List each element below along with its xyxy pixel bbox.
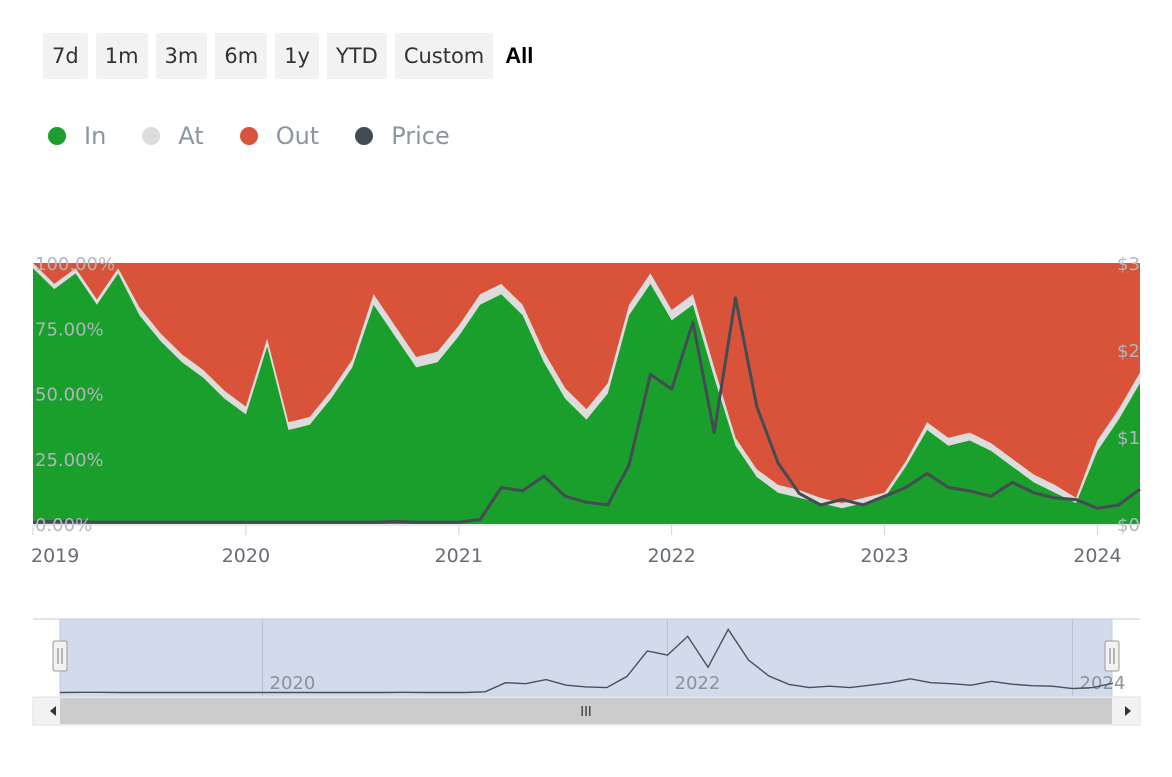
price-tick-label: $2 [1117,341,1140,362]
legend-dot-icon [48,127,66,145]
scrollbar-thumb[interactable] [60,698,1112,724]
range-button-6m[interactable]: 6m [215,33,268,79]
range-button-1y[interactable]: 1y [275,33,319,79]
navigator-selection[interactable] [59,618,1113,698]
x-tick-label: 2021 [435,545,483,567]
price-tick-label: $1 [1117,428,1140,449]
arrow-right-icon[interactable] [1125,706,1131,716]
range-navigator: 2020 2022 2024 III [32,618,1141,726]
navigator-label: 2022 [675,673,721,694]
legend-item-out[interactable]: Out [239,122,320,150]
navigator-scrollbar[interactable]: III [32,696,1141,726]
x-tick-label: 2019 [31,545,79,567]
arrow-left-icon[interactable] [50,706,56,716]
x-axis: 2019 2020 2021 2022 2023 2024 [31,524,1140,567]
range-selector: 7d 1m 3m 6m 1y YTD Custom All [43,33,537,79]
scrollbar-grip-icon: III [580,705,592,720]
x-tick-label: 2020 [222,545,270,567]
navigator-series [59,628,1114,694]
range-button-ytd[interactable]: YTD [326,33,387,79]
x-tick-label: 2024 [1073,545,1121,567]
y-axis-right: $0$1$2$3 [1117,254,1140,536]
price-line [32,296,1141,524]
navigator-handle-right[interactable] [1104,640,1120,672]
navigator-label: 2020 [270,673,316,694]
legend-item-in[interactable]: In [48,122,106,150]
navigator-handle-left[interactable] [52,640,68,672]
legend-item-price[interactable]: Price [355,122,450,150]
navigator-label: 2024 [1080,673,1126,694]
chart-legend: In At Out Price [48,122,450,150]
in-area [33,268,1140,524]
legend-dot-icon [239,127,258,145]
range-button-1m[interactable]: 1m [95,33,148,79]
legend-dot-icon [355,127,374,145]
main-plot [33,263,1140,524]
y-tick-label: 100.00% [35,254,115,275]
legend-label: At [178,122,204,150]
legend-label: Price [391,122,450,150]
price-series [32,296,1141,524]
price-tick-label: $3 [1117,254,1140,275]
y-tick-label: 50.00% [35,385,104,406]
range-button-7d[interactable]: 7d [43,33,88,79]
y-axis-left: 0.00%25.00%50.00%75.00%100.00% [35,254,115,536]
x-tick-label: 2022 [647,545,695,567]
legend-item-at[interactable]: At [142,122,204,150]
y-tick-label: 25.00% [35,450,104,471]
x-tick-label: 2023 [860,545,908,567]
legend-label: In [84,122,107,150]
range-button-custom[interactable]: Custom [394,33,494,79]
legend-dot-icon [142,127,161,145]
y-tick-label: 75.00% [35,319,104,340]
range-button-3m[interactable]: 3m [155,33,208,79]
legend-label: Out [275,122,320,150]
range-button-all[interactable]: All [505,43,534,68]
